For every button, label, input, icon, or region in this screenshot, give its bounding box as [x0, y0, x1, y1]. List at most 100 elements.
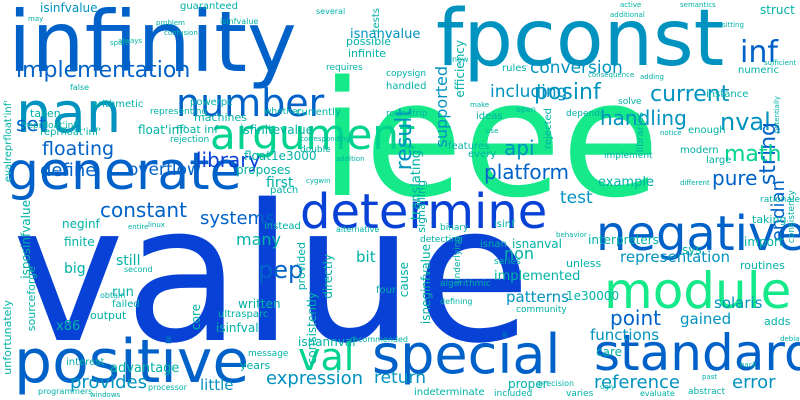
word-isinfvalue: isinfvalue: [40, 1, 98, 15]
word-potentially: potentially: [773, 96, 781, 134]
word-non: non: [504, 244, 535, 263]
word-infinite: infinite: [348, 47, 387, 60]
word-several: several: [316, 7, 346, 16]
word-representing: representing: [150, 107, 208, 117]
word-error: error: [732, 372, 776, 393]
word-notice: notice: [660, 129, 682, 137]
word-interest: interest: [66, 357, 105, 368]
word-reference: reference: [594, 372, 680, 393]
word-first: first: [266, 175, 294, 191]
word-still: still: [116, 253, 141, 269]
word-hack: hack: [740, 361, 757, 369]
word-precision: precision: [538, 379, 575, 388]
word-proposes: proposes: [236, 163, 291, 177]
word-cygwin: cygwin: [306, 177, 331, 185]
word-behavior: behavior: [556, 231, 587, 239]
word-debian: debian: [780, 335, 800, 343]
word-return: return: [374, 368, 426, 388]
word-constant: constant: [100, 198, 187, 222]
word-gained: gained: [680, 310, 732, 328]
word-output: output: [90, 309, 127, 322]
word-positive: positive: [14, 327, 250, 397]
word-determine: determine: [300, 184, 548, 240]
word-message: message: [248, 349, 289, 359]
word-ieee: ieee: [320, 46, 660, 233]
word-sparc: sparc: [110, 39, 129, 47]
word-define: define: [40, 160, 97, 181]
word-finite: finite: [64, 235, 95, 249]
word-tests: tests: [371, 8, 382, 33]
word-rejection: rejection: [170, 135, 210, 145]
word-taking: taking: [752, 213, 787, 226]
word-directly: directly: [321, 254, 335, 299]
word-sufficient: sufficient: [764, 59, 797, 67]
word-written: written: [238, 297, 281, 311]
word-consistently: consistently: [305, 292, 319, 365]
word-rules: rules: [502, 63, 527, 74]
word-x86: x86: [56, 319, 81, 334]
word-including: including: [490, 82, 568, 102]
word-routines: routines: [740, 259, 785, 272]
word-consequence: consequence: [588, 71, 635, 79]
word-every: every: [468, 149, 497, 160]
word-evalreprfloat-inf: evalreprfloat'inf': [3, 100, 14, 183]
word-set: set: [16, 112, 47, 136]
word-additional: additional: [610, 11, 645, 19]
word-active: active: [620, 1, 642, 9]
word-endian: endian: [768, 180, 789, 242]
word-import: import: [744, 235, 784, 249]
word-standard: standard: [594, 324, 800, 382]
word-varies: varies: [566, 389, 594, 399]
word-sourceforge: sourceforge: [25, 266, 38, 332]
word-isnanval: isnanval: [512, 237, 562, 251]
word-machines: machines: [194, 111, 248, 124]
word-rationale: rationale: [760, 195, 800, 205]
word-many: many: [236, 230, 281, 249]
word-modern: modern: [680, 145, 719, 156]
word-isnan: isnan: [480, 239, 507, 250]
word-floating: floating: [42, 138, 115, 160]
word-fpconst: fpconst: [436, 0, 725, 84]
word-evaluate: evaluate: [640, 389, 675, 398]
word-overflow: overflow: [128, 160, 201, 180]
word-adds: adds: [764, 315, 791, 328]
word-adding: adding: [640, 73, 665, 81]
word-indeterminate: indeterminate: [414, 387, 485, 398]
word-depends: depends: [566, 109, 605, 119]
word-programmers: programmers: [38, 387, 93, 396]
word-numeric: numeric: [738, 65, 779, 76]
word-reprfloat-inf: reprfloat'inf': [40, 127, 102, 138]
word-infinity: infinity: [8, 0, 297, 91]
word-recommended: recommended: [350, 335, 408, 344]
word-provided: provided: [295, 242, 308, 291]
word-handled: handled: [386, 81, 427, 92]
word-generate: generate: [6, 142, 242, 202]
word-math: math: [724, 142, 782, 167]
word-ugly: ugly: [600, 383, 615, 391]
word-consistency: consistency: [787, 190, 797, 244]
word-make: make: [470, 101, 490, 109]
word-isinfval: isinfval: [216, 321, 259, 335]
word-pure: pure: [712, 166, 758, 190]
word-instance: instance: [706, 89, 749, 100]
word-example: example: [598, 175, 654, 190]
word-requires: requires: [326, 63, 363, 73]
word-isinf: isinf: [494, 219, 515, 230]
word-algorithmic: algorithmic: [440, 279, 491, 289]
word-library: library: [196, 148, 261, 172]
word-value: value: [12, 164, 531, 385]
word-entire: entire: [128, 223, 149, 231]
word-proper: proper: [508, 377, 548, 391]
word-posinf: posinf: [534, 80, 601, 105]
word-bit: bit: [356, 248, 376, 266]
word-possible: possible: [346, 35, 392, 48]
word-representation: representation: [620, 248, 731, 266]
word-sitting: sitting: [722, 21, 744, 29]
word-binary: binary: [440, 223, 469, 233]
word-interpreters: interpreters: [588, 233, 659, 247]
word-always: always: [118, 37, 143, 45]
word-care: care: [596, 345, 623, 359]
word-isinfvalue-2: isinfvalue: [220, 17, 259, 26]
word-isfinitevalue: isfinitevalue: [240, 123, 313, 137]
word-features: features: [448, 141, 490, 152]
